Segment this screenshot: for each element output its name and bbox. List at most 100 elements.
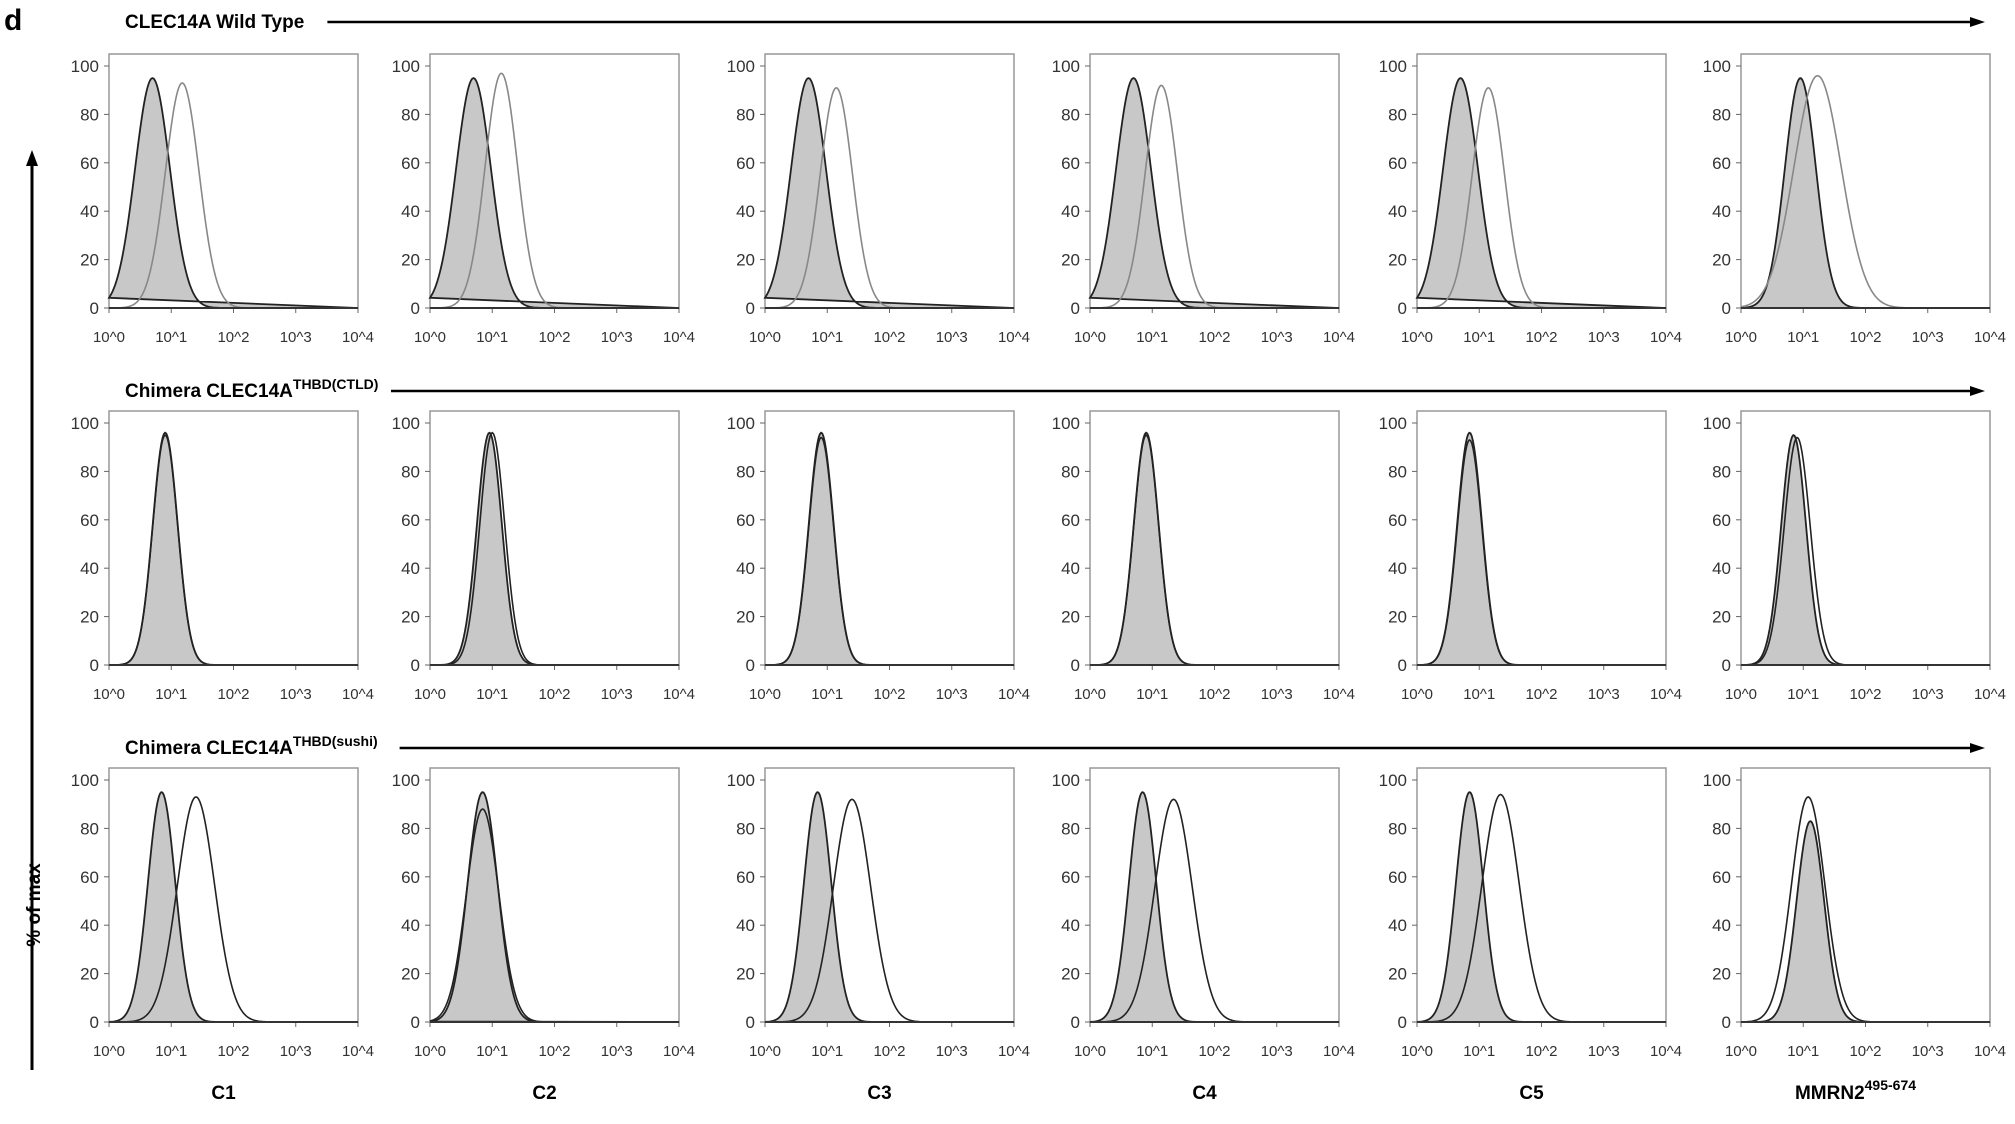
y-tick-label: 100 [1052,771,1080,790]
isotype-histogram [1089,431,1340,666]
y-tick-label: 60 [1061,511,1080,530]
isotype-histogram [1740,77,1991,309]
y-tick-label: 60 [1061,868,1080,887]
isotype-histogram [764,431,1015,666]
x-tick-label: 10^1 [1136,686,1168,703]
y-tick-label: 100 [1052,57,1080,76]
y-tick-label: 100 [1703,414,1731,433]
x-tick-label: 10^4 [1974,686,2006,703]
x-tick-label: 10^2 [873,1043,905,1060]
x-tick-label: 10^0 [1725,329,1757,346]
y-tick-label: 0 [1398,656,1407,675]
y-tick-label: 80 [1712,819,1731,838]
y-tick-label: 80 [1061,819,1080,838]
y-tick-label: 20 [1388,965,1407,984]
x-tick-label: 10^0 [1074,1043,1106,1060]
histogram-panel: 0 20 40 60 80 100 10^0 10^1 10^2 10^3 10^4 [1379,767,1682,1060]
column-label: C5 [1519,1083,1544,1104]
y-tick-label: 20 [1061,251,1080,270]
x-tick-label: 10^4 [663,329,695,346]
x-tick-label: 10^3 [280,1043,312,1060]
y-tick-label: 40 [80,916,99,935]
panel-letter: d [4,4,22,37]
y-tick-label: 20 [736,608,755,627]
histogram-panel: 0 20 40 60 80 100 10^0 10^1 10^2 10^3 10^4 [727,767,1030,1060]
column-label: C2 [532,1083,556,1104]
x-tick-label: 10^3 [1261,329,1293,346]
x-tick-label: 10^1 [1136,329,1168,346]
x-tick-label: 10^1 [811,329,843,346]
x-tick-label: 10^4 [998,1043,1030,1060]
histogram-panel: 0 20 40 60 80 100 10^0 10^1 10^2 10^3 10^4 [1052,767,1355,1060]
histogram-panel: 0 20 40 60 80 100 10^0 10^1 10^2 10^3 10^4 [1703,53,2006,346]
y-tick-label: 20 [1061,965,1080,984]
y-tick-label: 100 [1379,57,1407,76]
x-tick-label: 10^4 [342,1043,374,1060]
y-tick-label: 20 [401,965,420,984]
y-tick-label: 40 [736,916,755,935]
arrow-head-icon [1970,17,1985,27]
histogram-panel: 0 20 40 60 80 100 10^0 10^1 10^2 10^3 10^4 [392,410,695,703]
x-tick-label: 10^2 [873,329,905,346]
y-tick-label: 20 [1388,251,1407,270]
column-label: C3 [867,1083,891,1104]
y-tick-label: 80 [1388,105,1407,124]
y-tick-label: 100 [727,771,755,790]
histogram-panel: 0 20 40 60 80 100 10^0 10^1 10^2 10^3 10^4 [1379,410,1682,703]
y-tick-label: 40 [1388,202,1407,221]
x-tick-label: 10^3 [601,329,633,346]
x-tick-label: 10^2 [1525,686,1557,703]
x-tick-label: 10^3 [936,1043,968,1060]
y-tick-label: 80 [80,819,99,838]
x-tick-label: 10^0 [1074,686,1106,703]
histogram-panel: 0 20 40 60 80 100 10^0 10^1 10^2 10^3 10^4 [1703,410,2006,703]
x-tick-label: 10^3 [936,686,968,703]
x-tick-label: 10^2 [1849,686,1881,703]
x-tick-label: 10^0 [93,686,125,703]
x-tick-label: 10^4 [1323,1043,1355,1060]
y-tick-label: 40 [1388,916,1407,935]
y-tick-label: 20 [1712,251,1731,270]
y-tick-label: 40 [401,559,420,578]
y-tick-label: 40 [1388,559,1407,578]
histogram-panel: 0 20 40 60 80 100 10^0 10^1 10^2 10^3 10^4 [1703,767,2006,1060]
y-arrow-head-icon [26,150,38,166]
y-axis-label: % of max [24,863,45,947]
y-tick-label: 60 [80,511,99,530]
y-tick-label: 0 [411,656,420,675]
x-tick-label: 10^2 [1849,329,1881,346]
y-tick-label: 60 [736,868,755,887]
plot-frame [1740,767,1991,1023]
isotype-histogram [764,791,1015,1023]
y-tick-label: 60 [1388,154,1407,173]
y-tick-label: 80 [736,462,755,481]
x-tick-label: 10^2 [217,329,249,346]
y-tick-label: 100 [727,57,755,76]
x-tick-label: 10^0 [749,329,781,346]
y-tick-label: 100 [392,414,420,433]
x-tick-label: 10^3 [1912,329,1944,346]
x-tick-label: 10^2 [538,686,570,703]
isotype-histogram [1416,791,1667,1023]
y-tick-label: 40 [1061,202,1080,221]
sample-histogram [430,431,679,666]
y-tick-label: 40 [736,202,755,221]
y-tick-label: 40 [80,559,99,578]
x-tick-label: 10^2 [538,329,570,346]
isotype-histogram [107,77,359,309]
y-tick-label: 40 [401,202,420,221]
y-tick-label: 80 [401,462,420,481]
y-tick-label: 0 [411,299,420,318]
x-tick-label: 10^1 [155,1043,187,1060]
x-tick-label: 10^2 [873,686,905,703]
x-tick-label: 10^1 [155,329,187,346]
x-tick-label: 10^0 [749,1043,781,1060]
y-tick-label: 0 [1722,656,1731,675]
isotype-histogram [108,791,359,1023]
y-tick-label: 60 [1388,868,1407,887]
y-tick-label: 80 [1061,462,1080,481]
isotype-histogram [1415,77,1667,309]
histogram-panel: 0 20 40 60 80 100 10^0 10^1 10^2 10^3 10^4 [392,53,695,346]
y-tick-label: 40 [736,559,755,578]
histogram-panel: 0 20 40 60 80 100 10^0 10^1 10^2 10^3 10^4 [71,53,374,346]
